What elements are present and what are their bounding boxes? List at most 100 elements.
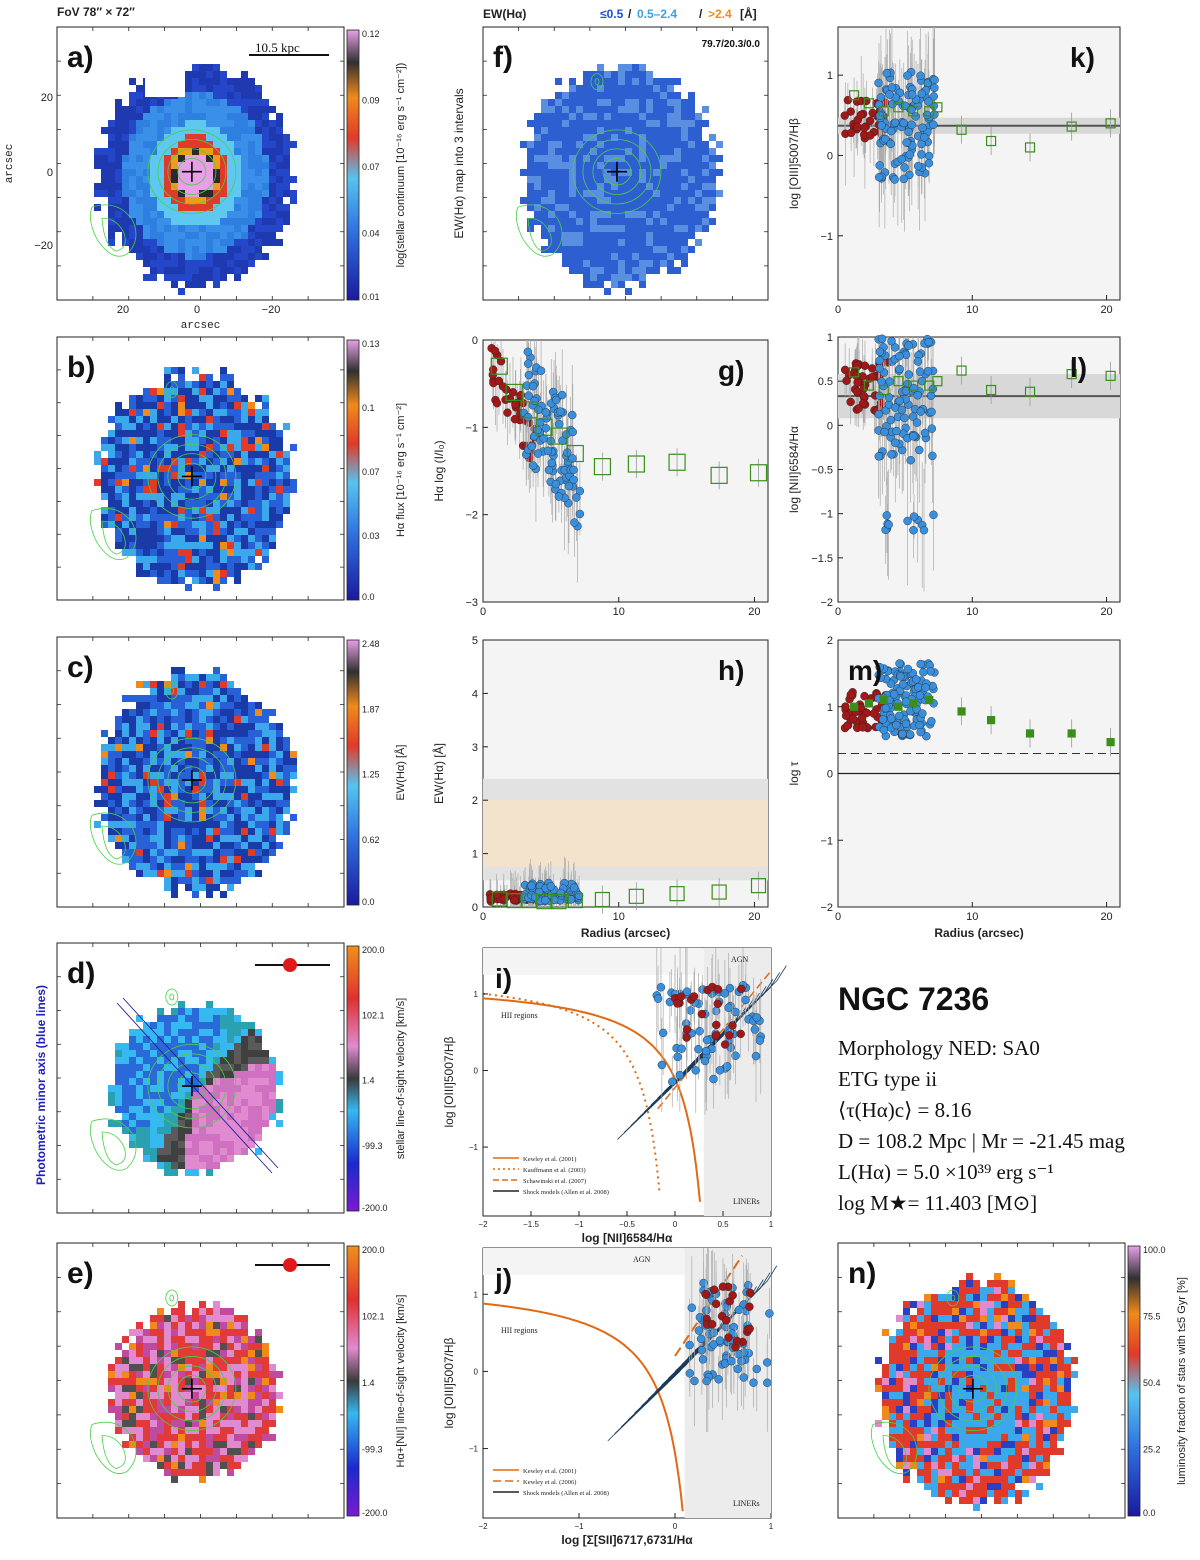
y-tick-label: 2 xyxy=(827,635,833,647)
data-point xyxy=(846,128,856,138)
binned-points xyxy=(491,871,767,914)
data-point xyxy=(895,659,904,668)
data-point xyxy=(711,1031,721,1040)
y-tick-label: 0 xyxy=(472,335,478,347)
bin-point xyxy=(550,427,568,445)
data-point xyxy=(718,1282,728,1291)
y-tick-label: 0 xyxy=(474,1367,479,1376)
map-ticks xyxy=(838,1243,1125,1518)
data-point xyxy=(569,465,578,475)
data-point xyxy=(687,1303,696,1312)
map-panel-a: a) 0.12 0.09 0.07 0.04 0.01 log(stellar contin… xyxy=(4,26,407,332)
bin-point xyxy=(863,380,874,391)
companion-contours xyxy=(89,988,179,1171)
panel-label-h: h) xyxy=(718,655,744,686)
binned-points xyxy=(849,356,1116,406)
object-info: NGC 7236 Morphology NED: SA0 ETG type ii… xyxy=(838,981,1125,1215)
bin-point xyxy=(985,135,997,147)
map-ticks xyxy=(483,27,768,300)
y-axis-label: EW(Hα) [Å] xyxy=(431,743,446,804)
data-point xyxy=(736,1029,745,1039)
data-point xyxy=(533,449,543,458)
x-tick-label: −2 xyxy=(478,1522,488,1531)
data-point xyxy=(751,1051,761,1061)
chart-panel-k: 0 10 20 −1 0 1 log [OIII]5007/Hβ k) xyxy=(787,26,1121,316)
colorbar-tick: 1.25 xyxy=(362,770,380,780)
object-name: NGC 7236 xyxy=(838,981,989,1017)
y-tick-label: 1 xyxy=(827,702,833,714)
data-point xyxy=(498,382,508,391)
data-point xyxy=(854,404,863,413)
legend-entry: Kewley et al. (2001) xyxy=(523,1156,576,1163)
data-point xyxy=(695,1026,704,1036)
data-point xyxy=(750,1025,760,1034)
data-point xyxy=(745,1324,754,1333)
y-tick: 20 xyxy=(41,92,53,104)
data-point xyxy=(523,347,533,357)
scatter-points xyxy=(519,347,585,531)
legend-entry: Schawinski et al. (2007) xyxy=(523,1178,586,1185)
data-point xyxy=(875,364,884,373)
legend-entry: Kauffmann et al. (2003) xyxy=(523,1167,586,1174)
x-tick-label: 10 xyxy=(613,606,625,618)
x-axis-label: log [NII]6584/Hα xyxy=(582,1231,673,1245)
data-point xyxy=(881,703,891,713)
data-point xyxy=(913,391,922,400)
colorbar-n xyxy=(1127,1245,1141,1517)
data-point xyxy=(846,397,855,407)
data-point xyxy=(749,1378,758,1387)
x-tick-label: 0 xyxy=(835,606,841,618)
x-tick: 20 xyxy=(117,304,129,316)
binned-points xyxy=(850,695,1115,757)
data-point xyxy=(857,713,867,722)
bin-point xyxy=(593,458,612,476)
y-tick-label: 3 xyxy=(472,742,478,754)
data-point xyxy=(568,410,577,420)
data-point xyxy=(860,691,869,701)
minor-axis-lines xyxy=(116,997,279,1174)
bin-point xyxy=(879,695,888,705)
data-point xyxy=(878,715,888,724)
y-tick-label: 1 xyxy=(474,1290,479,1299)
data-point xyxy=(904,341,913,350)
data-point xyxy=(865,131,875,140)
data-point xyxy=(566,895,576,904)
bin-point xyxy=(505,383,523,401)
data-point xyxy=(551,479,561,489)
bin-point xyxy=(567,892,583,909)
legend-entry: Shock models (Allen et al. 2008) xyxy=(523,1189,609,1196)
colorbar-tick: 100.0 xyxy=(1143,1245,1166,1255)
colorbar-tick: 102.1 xyxy=(362,1312,385,1322)
panel-label-g: g) xyxy=(718,355,744,386)
data-point xyxy=(922,110,932,120)
colorbar-tick: 0.07 xyxy=(362,467,380,477)
data-point xyxy=(909,432,918,441)
data-point xyxy=(928,451,937,461)
map-panel-b: b) 0.13 0.1 0.07 0.03 0.0 Hα flux [10⁻¹⁶ erg s… xyxy=(56,336,407,602)
x-tick-label: −1 xyxy=(574,1220,584,1229)
bin-point xyxy=(520,401,538,419)
data-point xyxy=(715,1336,725,1345)
x-tick-label: 10 xyxy=(613,911,625,923)
colorbar-tick: 1.4 xyxy=(362,1076,375,1086)
data-point xyxy=(489,365,498,374)
data-point xyxy=(570,518,579,527)
x-tick-label: 10 xyxy=(966,606,978,618)
colorbar-a xyxy=(346,29,360,301)
data-point xyxy=(896,672,905,681)
data-point xyxy=(915,691,925,700)
data-point xyxy=(689,992,699,1001)
data-point xyxy=(897,154,906,164)
bin-point xyxy=(490,357,508,375)
chart-legend: Kewley et al. (2001) Kewley et al. (2006)… xyxy=(493,1468,609,1497)
data-point xyxy=(715,1066,725,1075)
x-tick-label: −2 xyxy=(478,1220,488,1229)
data-point xyxy=(929,120,938,130)
data-point xyxy=(741,995,750,1005)
data-point xyxy=(919,668,928,677)
bin-point xyxy=(1024,386,1036,397)
data-point xyxy=(882,68,892,78)
data-point xyxy=(673,999,682,1008)
data-point xyxy=(702,1035,712,1045)
bin-point xyxy=(1024,142,1036,153)
